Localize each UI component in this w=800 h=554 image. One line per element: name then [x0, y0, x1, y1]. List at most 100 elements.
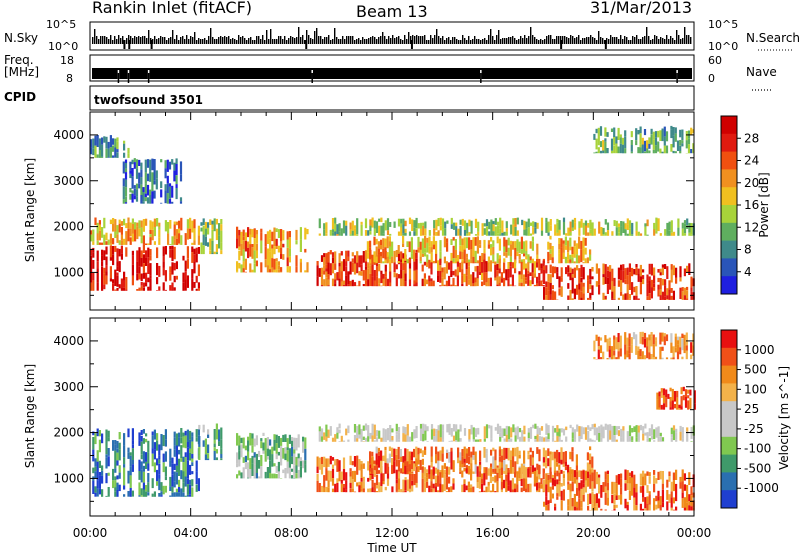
- range-cell: [477, 427, 480, 435]
- range-cell: [251, 433, 254, 439]
- range-cell: [426, 426, 429, 432]
- nsky-bar: [502, 38, 504, 44]
- range-cell: [472, 427, 475, 440]
- range-cell: [349, 488, 352, 493]
- range-cell: [554, 428, 557, 433]
- range-cell: [386, 428, 390, 441]
- range-cell: [356, 285, 359, 287]
- range-cell: [668, 476, 671, 482]
- range-cell: [467, 465, 470, 475]
- range-cell: [598, 474, 601, 478]
- range-cell: [378, 430, 381, 439]
- range-cell: [573, 493, 576, 507]
- range-cell: [681, 333, 684, 339]
- range-cell: [472, 455, 475, 460]
- nsky-bar: [634, 37, 636, 44]
- nsky-bar: [366, 39, 368, 44]
- range-cell: [538, 474, 541, 480]
- nsky-bar: [424, 35, 426, 44]
- range-cell: [518, 259, 521, 264]
- range-cell: [514, 427, 517, 436]
- range-cell: [127, 217, 130, 222]
- range-cell: [90, 139, 93, 148]
- range-cell: [389, 233, 392, 236]
- range-cell: [164, 270, 167, 282]
- range-cell: [142, 282, 145, 288]
- range-cell: [107, 148, 110, 158]
- range-cell: [320, 274, 324, 286]
- range-cell: [160, 181, 163, 189]
- nsky-bar: [676, 30, 678, 44]
- range-cell: [426, 254, 429, 264]
- range-cell: [282, 230, 285, 234]
- range-cell: [153, 491, 156, 497]
- range-cell: [648, 284, 651, 294]
- range-cell: [443, 284, 446, 287]
- range-cell: [127, 221, 130, 229]
- nsky-bar: [684, 27, 686, 44]
- nsky-bar: [362, 37, 364, 44]
- range-cell: [397, 218, 401, 227]
- range-cell: [375, 261, 379, 267]
- range-cell: [602, 277, 605, 285]
- range-cell: [238, 246, 241, 251]
- nsky-bar: [604, 40, 606, 44]
- range-cell: [481, 262, 484, 273]
- range-cell: [266, 265, 269, 273]
- range-cell: [395, 423, 398, 432]
- range-cell: [178, 432, 181, 438]
- range-cell: [554, 506, 557, 511]
- range-cell: [569, 272, 572, 281]
- range-cell: [630, 344, 633, 353]
- range-cell: [371, 423, 374, 436]
- range-cell: [606, 474, 609, 483]
- range-cell: [549, 467, 552, 474]
- range-cell: [670, 491, 673, 498]
- range-cell: [114, 157, 117, 158]
- nsky-bar: [338, 39, 340, 44]
- range-cell: [606, 222, 610, 231]
- range-cell: [439, 225, 442, 231]
- range-cell: [503, 428, 506, 436]
- range-cell: [127, 491, 130, 497]
- range-cell: [679, 336, 682, 348]
- range-cell: [503, 237, 506, 247]
- range-cell: [116, 141, 119, 150]
- range-cell: [302, 436, 305, 442]
- power-heatmap: [90, 125, 695, 300]
- range-cell: [437, 469, 440, 476]
- range-cell: [660, 388, 663, 393]
- range-cell: [293, 465, 296, 478]
- range-cell: [551, 437, 555, 442]
- range-cell: [463, 479, 466, 484]
- nsky-bar: [658, 39, 660, 44]
- range-cell: [433, 436, 436, 442]
- range-cell: [580, 218, 583, 228]
- range-cell: [140, 436, 143, 442]
- colorbar-cell: [721, 169, 737, 188]
- range-cell: [189, 439, 192, 449]
- range-cell: [404, 465, 407, 474]
- range-cell: [191, 441, 194, 454]
- range-cell: [562, 489, 565, 501]
- range-cell: [402, 233, 405, 236]
- nsky-bar: [374, 37, 376, 44]
- range-cell: [153, 227, 156, 237]
- range-cell: [507, 439, 511, 442]
- range-cell: [659, 432, 662, 437]
- range-cell: [280, 271, 283, 273]
- range-cell: [118, 223, 121, 233]
- range-cell: [253, 476, 256, 479]
- range-cell: [549, 249, 552, 254]
- range-cell: [402, 258, 405, 264]
- range-cell: [380, 460, 383, 472]
- nsky-bar: [98, 39, 100, 44]
- range-cell: [459, 460, 462, 468]
- range-cell: [202, 225, 205, 235]
- range-cell: [654, 337, 658, 341]
- range-cell: [573, 506, 576, 511]
- range-cell: [123, 445, 126, 458]
- range-cell: [523, 253, 526, 257]
- range-cell: [400, 269, 403, 279]
- range-cell: [178, 479, 181, 487]
